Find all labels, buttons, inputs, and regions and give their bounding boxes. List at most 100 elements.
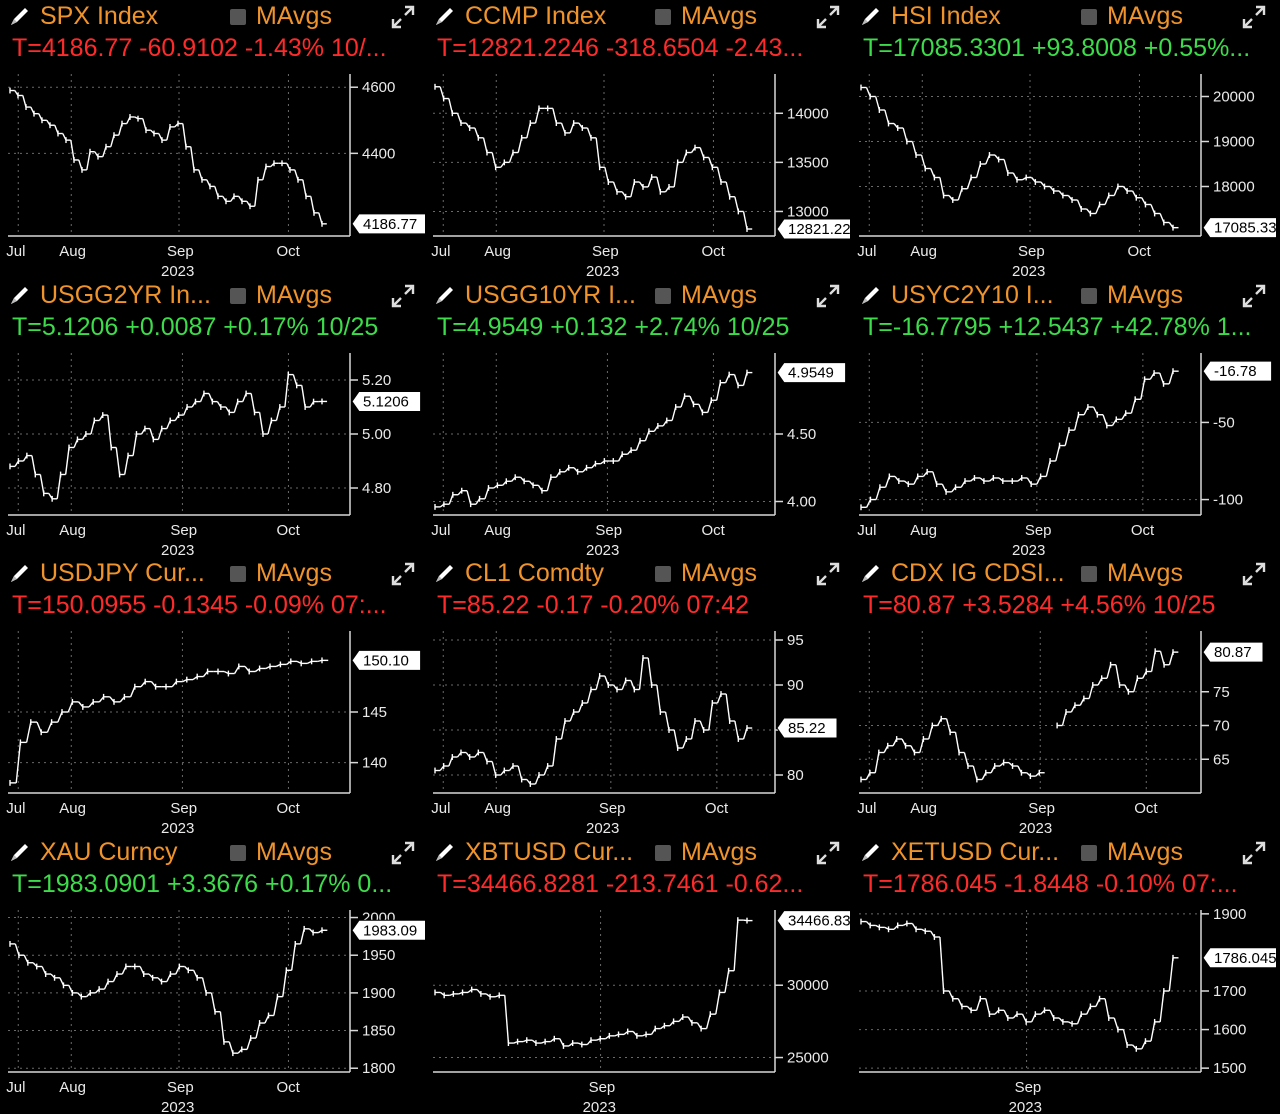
- mavgs-label[interactable]: MAvgs: [1107, 559, 1183, 587]
- ticker-label[interactable]: XBTUSD Cur...: [465, 838, 634, 866]
- pencil-icon[interactable]: [433, 4, 457, 28]
- pencil-icon[interactable]: [8, 840, 32, 864]
- mavgs-checkbox[interactable]: [655, 288, 671, 304]
- price-link: [110, 134, 115, 147]
- y-tick-label: 95: [787, 632, 804, 649]
- mavgs-label[interactable]: MAvgs: [681, 838, 757, 866]
- price-chart: 20000 19000 18000 Jul Aug Sep Oct 2023 17085.33: [857, 74, 1276, 278]
- price-link: [67, 701, 74, 713]
- mavgs-checkbox[interactable]: [1081, 288, 1097, 304]
- expand-icon[interactable]: [1241, 561, 1267, 587]
- price-link: [174, 414, 180, 421]
- ticker-label[interactable]: XETUSD Cur...: [891, 838, 1060, 866]
- ticker-label[interactable]: USGG2YR In...: [40, 281, 211, 309]
- price-link: [957, 188, 963, 201]
- pencil-icon[interactable]: [859, 561, 883, 585]
- price-link: [913, 476, 919, 485]
- price-link: [216, 401, 222, 408]
- expand-icon[interactable]: [1241, 4, 1267, 30]
- mavgs-checkbox[interactable]: [230, 566, 246, 582]
- price-link: [1111, 418, 1117, 426]
- mavgs-label[interactable]: MAvgs: [1107, 281, 1183, 309]
- price-link: [301, 385, 306, 408]
- ticker-label[interactable]: USYC2Y10 I...: [891, 281, 1054, 309]
- mavgs-checkbox[interactable]: [230, 845, 246, 861]
- y-tick-label: 5.00: [362, 426, 391, 443]
- mavgs-label[interactable]: MAvgs: [681, 281, 757, 309]
- last-value-text: 34466.83: [788, 913, 850, 930]
- price-link: [910, 745, 916, 753]
- ticker-label[interactable]: SPX Index: [40, 2, 159, 30]
- price-link: [699, 720, 705, 731]
- x-tick-label: Aug: [59, 243, 86, 260]
- ticker-label[interactable]: CL1 Comdty: [465, 559, 604, 587]
- mavgs-checkbox[interactable]: [655, 9, 671, 25]
- price-link: [866, 499, 872, 508]
- mavgs-checkbox[interactable]: [230, 288, 246, 304]
- mavgs-label[interactable]: MAvgs: [256, 281, 332, 309]
- expand-icon[interactable]: [1241, 283, 1267, 309]
- expand-icon[interactable]: [390, 840, 416, 866]
- pencil-icon[interactable]: [859, 840, 883, 864]
- pencil-icon[interactable]: [433, 561, 457, 585]
- ticker-label[interactable]: USDJPY Cur...: [40, 559, 205, 587]
- mavgs-checkbox[interactable]: [1081, 566, 1097, 582]
- x-year-label: 2023: [583, 1099, 616, 1114]
- ticker-label[interactable]: CCMP Index: [465, 2, 607, 30]
- price-link: [975, 998, 981, 1011]
- mavgs-label[interactable]: MAvgs: [681, 2, 757, 30]
- expand-icon[interactable]: [390, 561, 416, 587]
- price-link: [716, 382, 721, 401]
- price-link: [555, 471, 561, 478]
- price-link: [638, 657, 644, 690]
- price-link: [1150, 1021, 1156, 1042]
- price-link: [62, 133, 67, 141]
- pencil-icon[interactable]: [433, 283, 457, 307]
- pencil-icon[interactable]: [859, 283, 883, 307]
- expand-icon[interactable]: [815, 840, 841, 866]
- price-link: [966, 1005, 972, 1011]
- mavgs-label[interactable]: MAvgs: [256, 2, 332, 30]
- price-link: [662, 420, 668, 427]
- price-link: [112, 973, 118, 982]
- price-link: [440, 991, 445, 996]
- pencil-icon[interactable]: [433, 840, 457, 864]
- price-link: [595, 675, 601, 690]
- ticker-label[interactable]: CDX IG CDSI...: [891, 559, 1065, 587]
- expand-icon[interactable]: [815, 283, 841, 309]
- price-link: [1031, 177, 1036, 183]
- mavgs-checkbox[interactable]: [655, 845, 671, 861]
- mavgs-label[interactable]: MAvgs: [256, 559, 332, 587]
- pencil-icon[interactable]: [8, 4, 32, 28]
- ticker-label[interactable]: HSI Index: [891, 2, 1001, 30]
- mavgs-checkbox[interactable]: [1081, 9, 1097, 25]
- expand-icon[interactable]: [1241, 840, 1267, 866]
- quote-line: T=4186.77 -60.9102 -1.43% 10/...: [12, 34, 387, 62]
- mavgs-checkbox[interactable]: [1081, 845, 1097, 861]
- expand-icon[interactable]: [815, 561, 841, 587]
- pencil-icon[interactable]: [8, 283, 32, 307]
- price-link: [1026, 772, 1031, 777]
- mavgs-checkbox[interactable]: [655, 566, 671, 582]
- mavgs-label[interactable]: MAvgs: [1107, 838, 1183, 866]
- y-tick-label: 19000: [1213, 134, 1255, 151]
- price-link: [482, 137, 488, 153]
- y-tick-label: 5.20: [362, 372, 391, 389]
- pencil-icon[interactable]: [859, 4, 883, 28]
- price-link: [485, 993, 491, 998]
- pencil-icon[interactable]: [8, 561, 32, 585]
- price-link: [578, 122, 583, 129]
- mavgs-label[interactable]: MAvgs: [1107, 2, 1183, 30]
- mavgs-label[interactable]: MAvgs: [256, 838, 332, 866]
- ticker-label[interactable]: XAU Curncy: [40, 838, 178, 866]
- price-link: [948, 990, 954, 1000]
- expand-icon[interactable]: [815, 4, 841, 30]
- ticker-label[interactable]: USGG10YR I...: [465, 281, 636, 309]
- x-tick-label: Oct: [701, 522, 725, 539]
- mavgs-label[interactable]: MAvgs: [681, 559, 757, 587]
- expand-icon[interactable]: [390, 4, 416, 30]
- mavgs-checkbox[interactable]: [230, 9, 246, 25]
- price-link: [733, 374, 739, 386]
- expand-icon[interactable]: [390, 283, 416, 309]
- price-link: [981, 772, 987, 780]
